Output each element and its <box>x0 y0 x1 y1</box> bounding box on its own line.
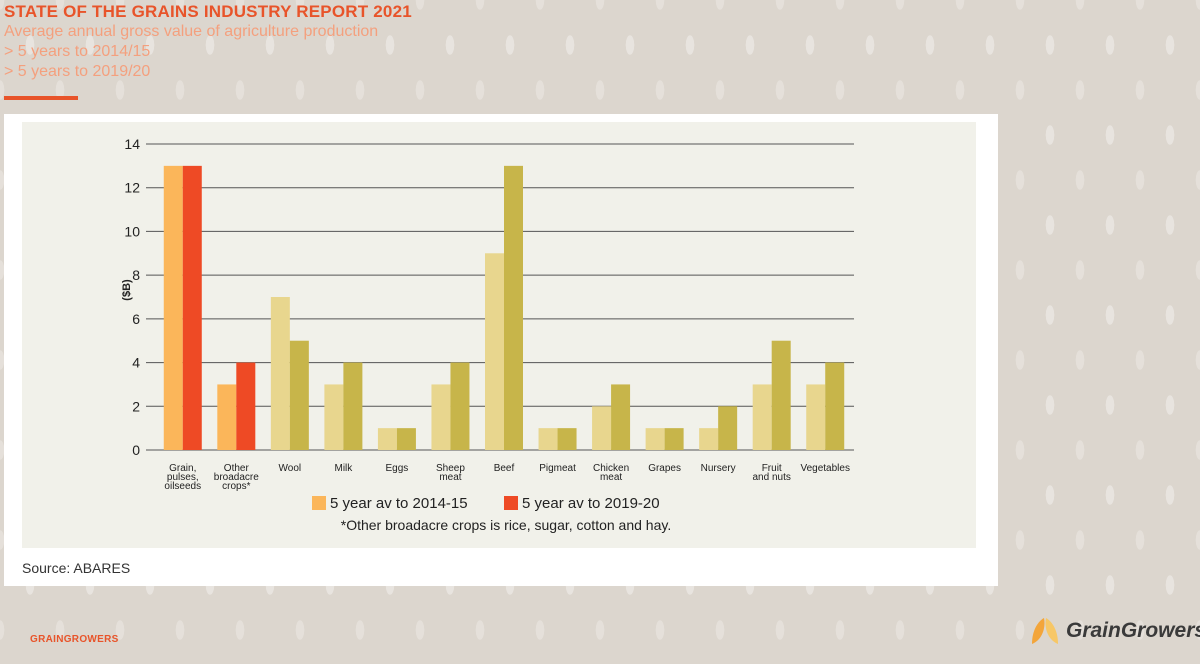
bar-2020 <box>718 406 738 450</box>
chart-card: 0 2 4 6 8 10 12 14 Grain, pulses, oilseeds Other br… <box>4 114 998 586</box>
bar-2015 <box>699 428 719 450</box>
legend-swatch-0 <box>312 496 326 510</box>
y-tick-label: 8 <box>132 267 140 283</box>
x-tick-label: Pigmeat <box>539 463 576 474</box>
bar-2020 <box>450 362 470 450</box>
bar-2020 <box>664 428 684 450</box>
legend-label-0: 5 year av to 2014-15 <box>330 495 468 512</box>
chart-panel: 0 2 4 6 8 10 12 14 Grain, pulses, oilseeds Other br… <box>22 122 976 548</box>
bar-2015 <box>485 253 504 450</box>
bar-2015 <box>538 428 558 450</box>
bar-2015 <box>163 165 183 450</box>
x-tick-label: crops* <box>222 481 250 492</box>
y-tick-label: 6 <box>132 311 140 327</box>
report-header: STATE OF THE GRAINS INDUSTRY REPORT 2021… <box>4 2 412 82</box>
chart-legend: 5 year av to 2014-15 5 year av to 2019-20 <box>312 495 660 512</box>
bar-2020 <box>182 165 202 450</box>
x-tick-label: Milk <box>334 463 353 474</box>
bar-2015 <box>592 406 612 450</box>
wheat-leaf-icon <box>1032 618 1058 644</box>
x-tick-label: Grapes <box>648 463 681 474</box>
x-tick-label: oilseeds <box>164 481 201 492</box>
bar-2015 <box>806 384 826 450</box>
bar-2015 <box>324 384 344 450</box>
bar-2020 <box>236 362 256 450</box>
x-tick-label: Other <box>224 463 250 474</box>
x-tick-label: meat <box>439 472 461 483</box>
bar-2015 <box>377 428 397 450</box>
x-tick-label: meat <box>600 472 622 483</box>
bar-2020 <box>771 340 791 450</box>
bar-2020 <box>289 340 309 450</box>
bar-2020 <box>504 165 523 450</box>
x-tick-label: Wool <box>279 463 302 474</box>
x-tick-label: Eggs <box>386 463 409 474</box>
bar-2020 <box>825 362 845 450</box>
footer-brand: GRAINGROWERS <box>30 634 119 645</box>
y-tick-label: 4 <box>132 355 140 371</box>
logo-text: GrainGrowers <box>1066 619 1200 642</box>
y-tick-label: 12 <box>124 180 140 196</box>
graingrowers-logo: GrainGrowers <box>1028 614 1200 648</box>
x-tick-label: Sheep <box>436 463 465 474</box>
bar-2015 <box>752 384 772 450</box>
bar-2015 <box>431 384 451 450</box>
x-tick-label: and nuts <box>753 472 791 483</box>
x-tick-label: Vegetables <box>800 463 850 474</box>
report-subtitle: Average annual gross value of agricultur… <box>4 23 379 40</box>
y-tick-label: 10 <box>124 223 140 239</box>
y-tick-label: 2 <box>132 398 140 414</box>
x-tick-label: Grain, <box>169 463 196 474</box>
period-line-1: > 5 years to 2014/15 <box>4 43 151 60</box>
legend-swatch-1 <box>504 496 518 510</box>
y-axis-label: ($B) <box>121 279 133 301</box>
bar-2020 <box>611 384 631 450</box>
chart-note: *Other broadacre crops is rice, sugar, c… <box>341 517 671 533</box>
bar-chart: 0 2 4 6 8 10 12 14 Grain,pulses,oilseeds Otherbr… <box>121 136 854 533</box>
report-title: STATE OF THE GRAINS INDUSTRY REPORT 2021 <box>4 2 412 21</box>
y-tick-label: 0 <box>132 442 140 458</box>
x-tick-label: Beef <box>494 463 515 474</box>
x-tick-label: Nursery <box>701 463 736 474</box>
source-label: Source: ABARES <box>22 560 131 576</box>
legend-label-1: 5 year av to 2019-20 <box>522 495 660 512</box>
bar-2015 <box>217 384 237 450</box>
bar-2015 <box>645 428 665 450</box>
x-tick-label: Fruit <box>762 463 782 474</box>
bar-2015 <box>270 297 290 450</box>
x-tick-label: broadacre <box>214 472 259 483</box>
period-line-2: > 5 years to 2019/20 <box>4 63 151 80</box>
x-tick-label: Chicken <box>593 463 629 474</box>
x-tick-label: pulses, <box>167 472 199 483</box>
header-divider <box>4 96 78 100</box>
y-tick-label: 14 <box>124 136 140 152</box>
bar-2020 <box>396 428 416 450</box>
bar-2020 <box>557 428 577 450</box>
bar-2020 <box>343 362 363 450</box>
